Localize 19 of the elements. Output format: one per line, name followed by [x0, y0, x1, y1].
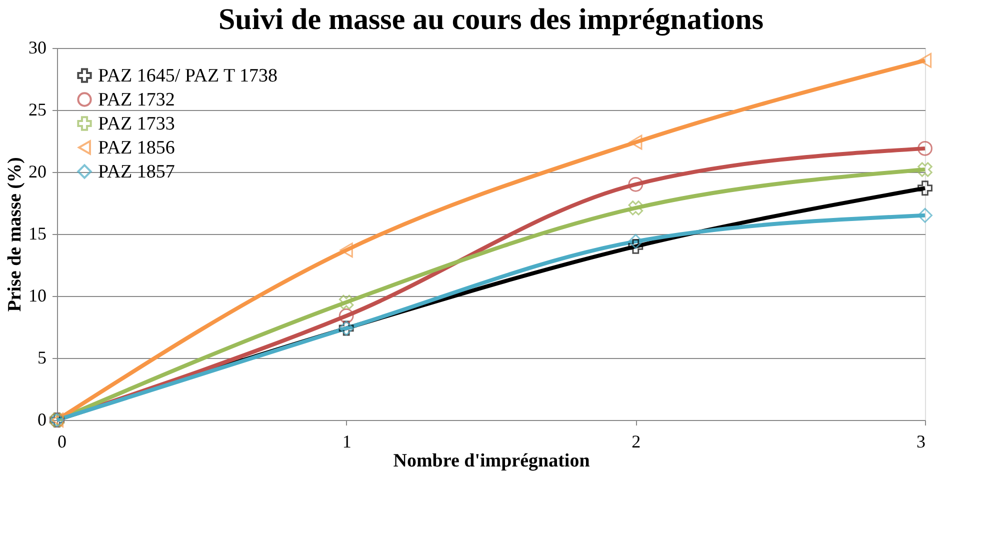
legend-label: PAZ 1856 [98, 138, 175, 158]
x-tick-label: 3 [916, 432, 926, 452]
y-tick-label: 0 [38, 410, 46, 430]
chart-title: Suivi de masse au cours des imprégnations [218, 3, 764, 36]
x-tick-label: 1 [342, 432, 352, 452]
legend-label: PAZ 1732 [98, 90, 175, 110]
y-tick-label: 25 [28, 100, 46, 120]
x-axis-title: Nombre d'imprégnation [393, 450, 590, 472]
y-tick-label: 20 [28, 162, 46, 182]
y-tick-label: 15 [28, 224, 46, 244]
legend-label: PAZ 1857 [98, 162, 175, 182]
y-tick-label: 10 [28, 286, 46, 306]
x-tick-label: 2 [632, 432, 641, 452]
x-tick-label: 0 [58, 432, 66, 452]
legend-label: PAZ 1645/ PAZ T 1738 [98, 66, 278, 86]
y-tick-label: 30 [28, 38, 46, 58]
y-axis-title: Prise de masse (%) [4, 157, 26, 312]
legend-label: PAZ 1733 [98, 114, 175, 134]
y-tick-label: 5 [38, 348, 46, 368]
